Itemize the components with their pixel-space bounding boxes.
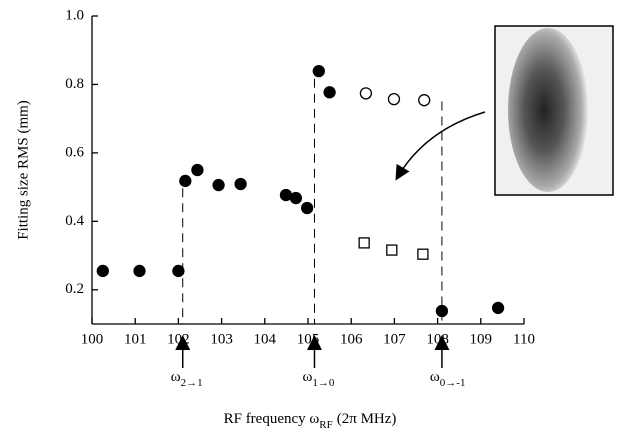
point bbox=[234, 177, 247, 191]
transition-subscript: 1→0 bbox=[312, 377, 335, 389]
transition-subscript: 2→1 bbox=[181, 377, 203, 389]
transition-symbol: ω bbox=[171, 369, 181, 385]
y-tick-label: 0.4 bbox=[65, 213, 84, 229]
x-tick-label: 107 bbox=[383, 331, 406, 347]
x-tick-label: 109 bbox=[470, 331, 493, 347]
x-tick-label: 110 bbox=[513, 331, 535, 347]
x-label-unit: (2π MHz) bbox=[337, 411, 397, 427]
point bbox=[435, 304, 449, 318]
transition-label: ω1→0 bbox=[302, 369, 334, 388]
x-axis-label: RF frequency ωRF (2π MHz) bbox=[224, 411, 397, 430]
y-tick-label: 0.8 bbox=[65, 76, 84, 92]
transition-label: ω2→1 bbox=[171, 369, 203, 388]
x-tick-label: 106 bbox=[340, 331, 363, 347]
x-label-sub: RF bbox=[319, 419, 332, 431]
point bbox=[133, 264, 146, 278]
point bbox=[179, 174, 192, 188]
x-tick-label: 104 bbox=[254, 331, 277, 347]
point bbox=[312, 64, 325, 78]
point bbox=[387, 93, 401, 106]
square-point bbox=[386, 244, 398, 256]
point bbox=[418, 94, 431, 107]
square-point bbox=[417, 248, 429, 260]
y-axis-label: Fitting size RMS (mm) bbox=[15, 100, 31, 240]
point bbox=[491, 301, 505, 315]
point bbox=[96, 264, 109, 278]
inset-arrow bbox=[395, 111, 486, 181]
point bbox=[191, 163, 204, 177]
x-label-text: RF frequency ω bbox=[224, 411, 320, 427]
x-tick-label: 100 bbox=[81, 331, 104, 347]
point bbox=[300, 201, 314, 215]
transition-label: ω0→-1 bbox=[430, 369, 466, 388]
point bbox=[172, 264, 185, 278]
x-tick-label: 108 bbox=[426, 331, 449, 347]
point bbox=[212, 178, 225, 192]
transition-symbol: ω bbox=[302, 369, 312, 385]
inset-image bbox=[494, 25, 614, 196]
y-tick-label: 0.2 bbox=[65, 281, 84, 297]
x-tick-label: 103 bbox=[210, 331, 233, 347]
square-point bbox=[358, 237, 370, 249]
x-tick-label: 102 bbox=[167, 331, 190, 347]
y-tick-label: 0.6 bbox=[65, 144, 84, 160]
point bbox=[289, 191, 303, 205]
y-tick-label: 1.0 bbox=[65, 7, 84, 23]
transition-symbol: ω bbox=[430, 369, 440, 385]
point bbox=[323, 86, 336, 99]
point bbox=[359, 87, 373, 100]
x-tick-label: 101 bbox=[124, 331, 147, 347]
x-tick-label: 105 bbox=[297, 331, 320, 347]
transition-subscript: 0→-1 bbox=[440, 377, 466, 389]
